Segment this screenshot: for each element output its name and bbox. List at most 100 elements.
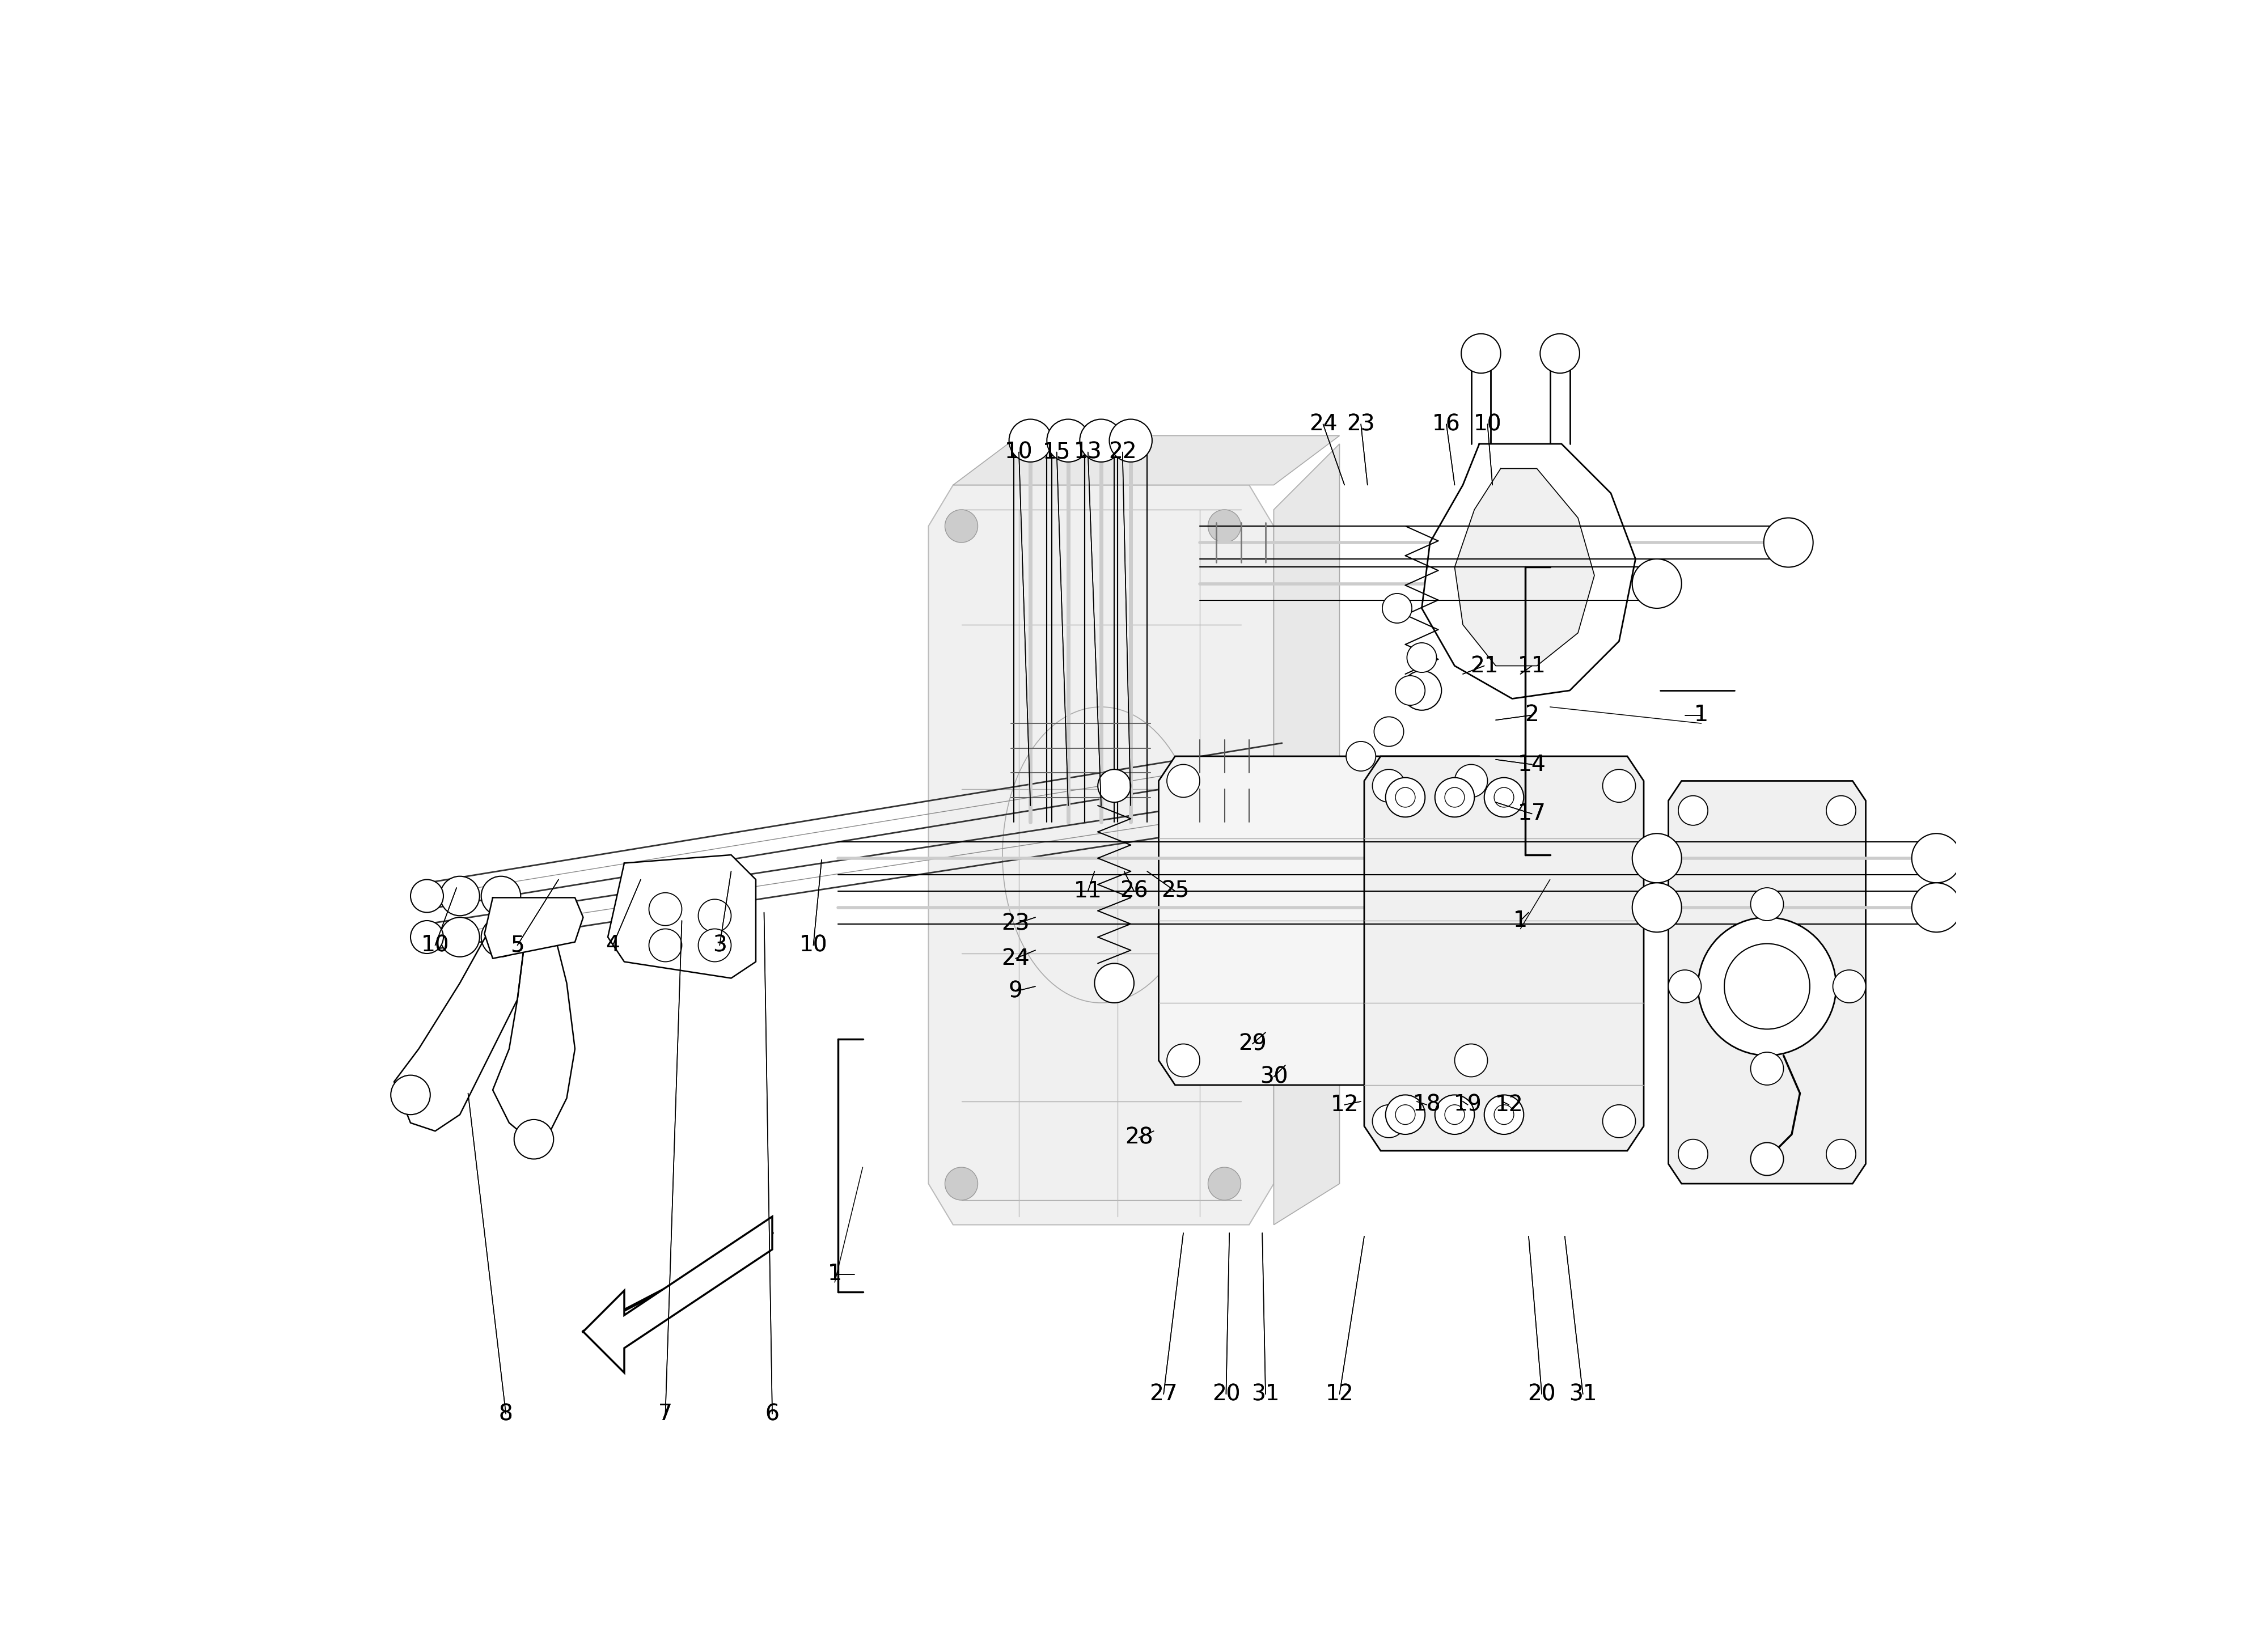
Circle shape	[1603, 769, 1635, 802]
Text: 14: 14	[1517, 753, 1547, 776]
Text: 17: 17	[1517, 802, 1547, 825]
Circle shape	[1483, 778, 1524, 817]
Text: 24: 24	[1002, 947, 1030, 970]
Circle shape	[1109, 419, 1152, 462]
Text: 8: 8	[499, 1402, 513, 1425]
Circle shape	[1372, 769, 1406, 802]
Text: 10: 10	[422, 934, 449, 957]
Text: 29: 29	[1238, 1032, 1266, 1055]
Circle shape	[699, 899, 730, 932]
Circle shape	[1912, 834, 1962, 883]
Circle shape	[411, 880, 445, 912]
Text: 18: 18	[1413, 1093, 1440, 1116]
Text: 1: 1	[1694, 704, 1708, 727]
Text: 27: 27	[1150, 1383, 1177, 1406]
Circle shape	[440, 876, 479, 916]
Text: 1: 1	[828, 1263, 841, 1286]
Circle shape	[481, 917, 522, 957]
Text: 24: 24	[1002, 947, 1030, 970]
Text: 17: 17	[1517, 802, 1547, 825]
Text: 28: 28	[1125, 1126, 1152, 1149]
Circle shape	[1009, 419, 1052, 462]
Circle shape	[1678, 1139, 1708, 1169]
Circle shape	[1048, 419, 1089, 462]
Text: 1: 1	[1694, 704, 1708, 727]
Text: 23: 23	[1002, 912, 1030, 935]
Text: 2: 2	[1524, 704, 1540, 727]
Circle shape	[1669, 970, 1701, 1003]
Polygon shape	[1365, 756, 1644, 1151]
Text: 7: 7	[658, 1402, 671, 1425]
Text: 10: 10	[422, 934, 449, 957]
Circle shape	[1699, 917, 1837, 1055]
Circle shape	[1386, 778, 1424, 817]
Circle shape	[1374, 717, 1404, 746]
Text: 12: 12	[1495, 1093, 1524, 1116]
Text: 6: 6	[764, 1402, 780, 1425]
Text: 13: 13	[1073, 441, 1102, 464]
Polygon shape	[1669, 781, 1867, 1184]
Text: 14: 14	[1517, 753, 1547, 776]
Text: 23: 23	[1347, 413, 1374, 436]
Polygon shape	[928, 485, 1275, 1225]
Circle shape	[1381, 593, 1413, 623]
Circle shape	[1461, 334, 1501, 373]
Text: 1: 1	[1513, 909, 1526, 932]
Text: 10: 10	[1005, 441, 1032, 464]
Text: 6: 6	[764, 1402, 780, 1425]
Text: 23: 23	[1002, 912, 1030, 935]
Text: 16: 16	[1433, 413, 1461, 436]
Polygon shape	[485, 898, 583, 958]
Text: 31: 31	[1569, 1383, 1597, 1406]
Polygon shape	[583, 1217, 771, 1373]
Text: 12: 12	[1495, 1093, 1524, 1116]
Polygon shape	[492, 917, 576, 1139]
Text: 28: 28	[1125, 1126, 1152, 1149]
Circle shape	[1209, 1167, 1241, 1200]
Circle shape	[1912, 883, 1962, 932]
Circle shape	[1386, 1095, 1424, 1134]
Circle shape	[1436, 778, 1474, 817]
Text: 31: 31	[1569, 1383, 1597, 1406]
Polygon shape	[953, 436, 1340, 485]
Text: 26: 26	[1120, 880, 1148, 903]
Text: 25: 25	[1161, 880, 1188, 903]
Text: 3: 3	[712, 934, 726, 957]
Circle shape	[1402, 671, 1442, 710]
Circle shape	[1633, 883, 1681, 932]
Text: 12: 12	[1331, 1093, 1359, 1116]
Text: 30: 30	[1259, 1065, 1288, 1088]
Text: 18: 18	[1413, 1093, 1440, 1116]
Text: 20: 20	[1529, 1383, 1556, 1406]
Text: 12: 12	[1331, 1093, 1359, 1116]
Circle shape	[1166, 764, 1200, 797]
Text: 9: 9	[1009, 980, 1023, 1003]
Text: 10: 10	[798, 934, 828, 957]
Polygon shape	[1454, 469, 1594, 666]
Polygon shape	[395, 909, 526, 1131]
Circle shape	[481, 876, 522, 916]
Circle shape	[649, 893, 683, 926]
Circle shape	[1347, 741, 1377, 771]
Polygon shape	[1275, 444, 1340, 1225]
Text: 2: 2	[1524, 704, 1540, 727]
Text: 10: 10	[1474, 413, 1501, 436]
Text: 11: 11	[1073, 880, 1102, 903]
Text: 31: 31	[1252, 1383, 1279, 1406]
Text: 21: 21	[1470, 654, 1499, 677]
Circle shape	[1095, 963, 1134, 1003]
Text: 11: 11	[1517, 654, 1547, 677]
Text: 20: 20	[1211, 1383, 1241, 1406]
Circle shape	[1445, 787, 1465, 807]
Circle shape	[946, 1167, 978, 1200]
Text: 20: 20	[1529, 1383, 1556, 1406]
Circle shape	[1495, 1105, 1513, 1124]
Text: 10: 10	[1474, 413, 1501, 436]
Text: 22: 22	[1109, 441, 1136, 464]
Text: 1: 1	[1513, 909, 1526, 932]
Text: 19: 19	[1454, 1093, 1481, 1116]
Text: 15: 15	[1043, 441, 1070, 464]
Text: 1: 1	[1513, 909, 1526, 932]
Text: 8: 8	[499, 1402, 513, 1425]
Text: 1: 1	[828, 1263, 841, 1286]
